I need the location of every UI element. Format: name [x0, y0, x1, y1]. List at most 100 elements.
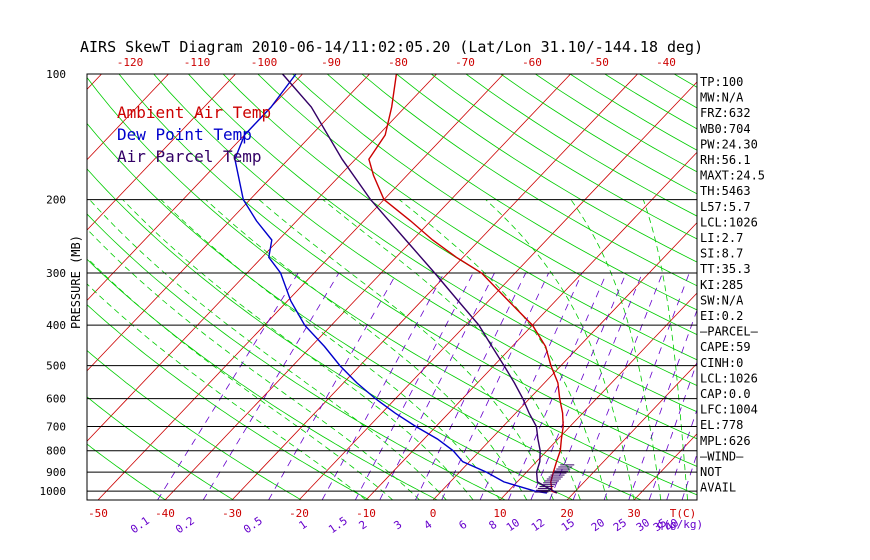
top-temp-tick-label: -60	[522, 56, 542, 69]
mixing-ratio-line	[648, 360, 697, 500]
moist-adiabat	[642, 199, 688, 500]
sounding-index: TT:35.3	[700, 262, 751, 276]
pressure-tick-label: 800	[46, 445, 66, 458]
mixing-ratio-tick-label: 8	[487, 518, 500, 532]
dry-adiabat	[744, 74, 870, 500]
sounding-index: PW:24.30	[700, 137, 758, 151]
mixing-ratio-line	[666, 408, 697, 500]
pressure-tick-label: 700	[46, 421, 66, 434]
bottom-temp-tick-label: -30	[222, 507, 242, 520]
dry-adiabat	[848, 74, 870, 500]
pressure-tick-label: 500	[46, 360, 66, 373]
dry-adiabat	[87, 213, 506, 500]
sounding-index: SI:8.7	[700, 247, 743, 261]
dry-adiabat	[87, 304, 370, 500]
sounding-index: LCL:1026	[700, 215, 758, 229]
top-temp-tick-label: -50	[589, 56, 609, 69]
dry-adiabat	[396, 74, 697, 263]
isotherm	[298, 81, 697, 500]
pressure-tick-label: 1000	[40, 485, 67, 498]
top-temp-tick-label: -70	[455, 56, 475, 69]
plot-frame	[86, 73, 698, 501]
mixing-ratio-tick-label: 1.5	[326, 514, 350, 536]
sounding-index: RH:56.1	[700, 153, 751, 167]
dry-adiabat	[87, 122, 642, 500]
moist-adiabat	[89, 199, 447, 500]
pressure-tick-label: 900	[46, 466, 66, 479]
mixing-ratio-line	[157, 272, 299, 500]
pressure-tick-label: 300	[46, 267, 66, 280]
sounding-index: EI:0.2	[700, 309, 743, 323]
moist-adiabat	[87, 283, 367, 500]
mixing-ratio-line	[202, 272, 340, 500]
dry-adiabat	[87, 443, 166, 500]
moist-adiabat	[87, 257, 394, 500]
mixing-ratio-line	[530, 272, 627, 500]
mixing-ratio-tick-label: 12	[529, 516, 547, 534]
mixing-ratio-line	[415, 272, 527, 500]
chart-title: AIRS SkewT Diagram 2010-06-14/11:02:05.2…	[80, 38, 703, 56]
mixing-ratio-line	[479, 272, 583, 500]
mixing-ratio-tick-label: 15	[559, 516, 577, 534]
sounding-index: MW:N/A	[700, 91, 744, 105]
mixing-ratio-line	[603, 272, 690, 500]
chart-series	[234, 73, 564, 494]
sounding-index: FRZ:632	[700, 106, 751, 120]
moist-adiabat	[322, 199, 581, 500]
mixing-ratio-tick-label: 30	[634, 516, 652, 534]
mixing-ratio-tick-label: 35	[651, 516, 669, 534]
isotherm	[432, 222, 697, 500]
top-temp-tick-label: -120	[117, 56, 144, 69]
mixing-ratio-line	[549, 272, 643, 500]
sounding-index: L57:5.7	[700, 200, 751, 214]
mixing-ratio-tick-label: 2	[357, 518, 370, 532]
top-temp-tick-label: -90	[321, 56, 341, 69]
sounding-index: MPL:626	[700, 434, 751, 448]
top-temp-tick-label: -110	[184, 56, 211, 69]
isotherm	[87, 74, 370, 372]
moist-adiabat	[122, 199, 474, 500]
mixing-ratio-tick-label: 1	[297, 518, 310, 532]
bottom-temp-tick-label: -10	[356, 507, 376, 520]
isotherm	[0, 74, 35, 500]
isotherm	[87, 74, 303, 302]
dry-adiabat	[361, 74, 697, 287]
dry-adiabat	[465, 74, 697, 217]
chart-grid	[0, 74, 870, 500]
legend-entry: Air Parcel Temp	[117, 147, 262, 166]
temp-unit-label: T(C)	[670, 507, 697, 520]
bottom-temp-tick-label: 30	[627, 507, 640, 520]
mixing-ratio-line	[572, 272, 663, 500]
mixing-ratio-tick-label: 25	[611, 516, 629, 534]
moist-adiabat	[160, 199, 501, 500]
mixing-ratio-tick-label: 0.2	[173, 514, 197, 536]
sounding-index: NOT	[700, 465, 722, 479]
sounding-index: CAPE:59	[700, 340, 751, 354]
isotherm	[365, 151, 697, 500]
isotherm	[97, 74, 504, 500]
moist-adiabat	[205, 199, 528, 500]
isotherm	[87, 74, 169, 161]
dewpoint-temp-line	[234, 73, 548, 494]
dry-adiabat	[778, 74, 870, 500]
mixing-ratio-tick-label: 0.1	[128, 514, 152, 536]
wind-barbs	[534, 464, 575, 493]
top-temp-tick-label: -40	[656, 56, 676, 69]
mixing-ratio-tick-label: 20	[589, 516, 607, 534]
moist-adiabat	[570, 199, 662, 500]
isotherm	[499, 292, 697, 500]
dry-adiabat	[87, 349, 302, 500]
chart-legend: Ambient Air Temp Dew Point Temp Air Parcel…	[117, 103, 271, 166]
y-axis-label: PRESSURE (MB)	[69, 235, 83, 329]
sounding-index: —WIND—	[700, 449, 744, 463]
pressure-tick-label: 600	[46, 393, 66, 406]
mixing-ratio-line	[268, 272, 398, 500]
dry-adiabat	[813, 74, 870, 500]
legend-entry: Dew Point Temp	[117, 125, 252, 144]
isotherm	[566, 362, 697, 500]
mixing-ratio-tick-label: 6	[457, 518, 470, 532]
sounding-index: CINH:0	[700, 356, 743, 370]
